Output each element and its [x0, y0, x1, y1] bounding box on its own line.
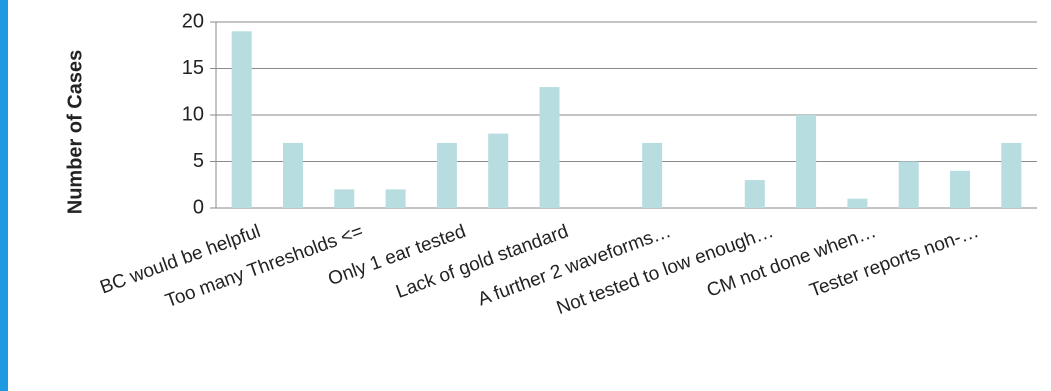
bar — [744, 180, 765, 208]
side-border — [0, 0, 8, 391]
bar — [334, 189, 355, 208]
y-tick-label: 0 — [193, 196, 204, 218]
bar — [898, 161, 919, 208]
bar — [847, 198, 868, 208]
bar — [1001, 142, 1022, 208]
y-tick-label: 15 — [182, 57, 204, 79]
bar — [950, 170, 971, 208]
bar — [436, 142, 457, 208]
bar — [488, 133, 509, 208]
bar — [539, 87, 560, 208]
y-tick-label: 10 — [182, 103, 204, 125]
y-tick-label: 5 — [193, 150, 204, 172]
bar — [642, 142, 663, 208]
bar — [282, 142, 303, 208]
y-axis-title: Number of Cases — [64, 50, 86, 215]
bar — [796, 115, 817, 208]
bar — [231, 31, 252, 208]
x-tick-label: Tester reports non-… — [807, 221, 982, 302]
y-tick-label: 20 — [182, 10, 204, 32]
x-tick-label: CM not done when… — [704, 221, 879, 302]
bar — [385, 189, 406, 208]
